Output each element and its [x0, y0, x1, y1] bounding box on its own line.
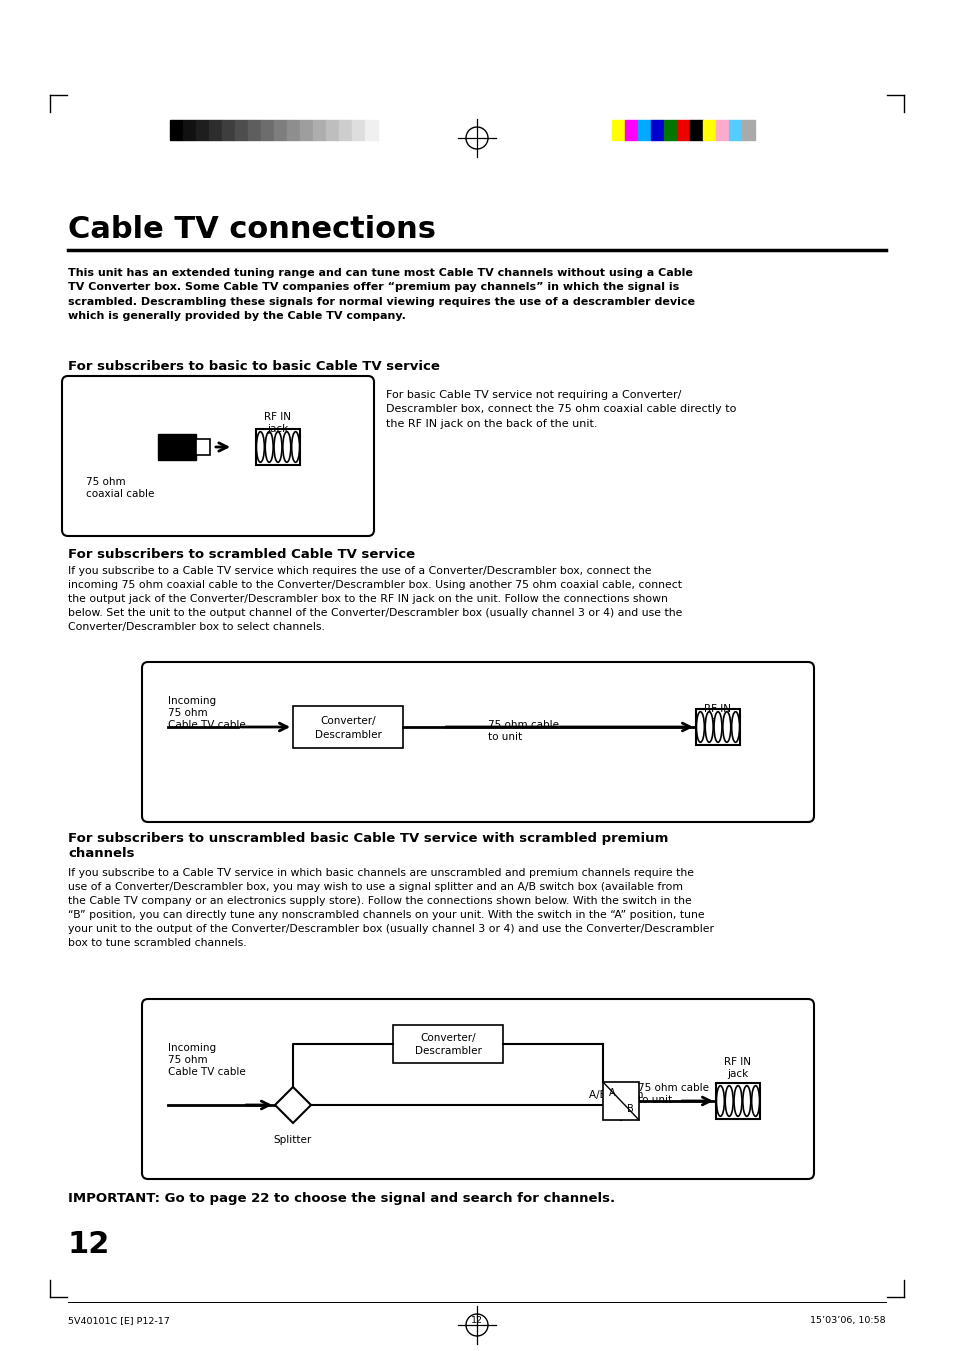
Bar — [677, 120, 689, 141]
Bar — [650, 120, 663, 141]
Ellipse shape — [274, 432, 282, 462]
Ellipse shape — [742, 1086, 750, 1116]
Text: 75 ohm: 75 ohm — [168, 708, 208, 717]
Bar — [170, 120, 183, 141]
Bar — [716, 1084, 760, 1119]
Text: A/B switch: A/B switch — [588, 1090, 642, 1100]
Bar — [352, 120, 365, 141]
Ellipse shape — [713, 712, 721, 742]
Ellipse shape — [722, 712, 730, 742]
Text: For subscribers to basic to basic Cable TV service: For subscribers to basic to basic Cable … — [68, 359, 439, 373]
Text: Cable TV connections: Cable TV connections — [68, 215, 436, 245]
Text: If you subscribe to a Cable TV service in which basic channels are unscrambled a: If you subscribe to a Cable TV service i… — [68, 867, 713, 948]
Bar — [602, 1082, 639, 1120]
Bar — [222, 120, 234, 141]
Bar — [195, 439, 210, 455]
Ellipse shape — [256, 432, 264, 462]
Text: jack: jack — [706, 716, 728, 725]
Text: 5V40101C [E] P12-17: 5V40101C [E] P12-17 — [68, 1316, 170, 1325]
Text: For subscribers to unscrambled basic Cable TV service with scrambled premium
cha: For subscribers to unscrambled basic Cab… — [68, 832, 668, 861]
Bar — [234, 120, 248, 141]
Text: For subscribers to scrambled Cable TV service: For subscribers to scrambled Cable TV se… — [68, 549, 415, 561]
Text: to unit: to unit — [638, 1096, 672, 1105]
Text: Cable TV cable: Cable TV cable — [168, 720, 246, 730]
Ellipse shape — [751, 1086, 759, 1116]
Text: Cable TV cable: Cable TV cable — [168, 1067, 246, 1077]
FancyBboxPatch shape — [142, 662, 813, 821]
Text: If you subscribe to a Cable TV service which requires the use of a Converter/Des: If you subscribe to a Cable TV service w… — [68, 566, 681, 632]
Text: Splitter: Splitter — [274, 1135, 312, 1146]
FancyBboxPatch shape — [62, 376, 374, 536]
Bar — [293, 707, 402, 748]
Bar — [209, 120, 222, 141]
Bar — [299, 120, 313, 141]
Bar — [716, 120, 728, 141]
Bar — [638, 120, 650, 141]
Ellipse shape — [733, 1086, 741, 1116]
Bar — [365, 120, 377, 141]
Text: This unit has an extended tuning range and can tune most Cable TV channels witho: This unit has an extended tuning range a… — [68, 267, 695, 322]
Bar — [274, 120, 287, 141]
Ellipse shape — [731, 712, 739, 742]
Ellipse shape — [292, 432, 299, 462]
Bar — [326, 120, 338, 141]
Text: 75 ohm cable: 75 ohm cable — [638, 1084, 708, 1093]
Text: 75 ohm: 75 ohm — [168, 1055, 208, 1065]
Text: jack: jack — [267, 424, 289, 434]
Bar — [313, 120, 326, 141]
Text: Incoming: Incoming — [168, 696, 216, 707]
Text: 75 ohm cable: 75 ohm cable — [488, 720, 558, 730]
Bar — [702, 120, 716, 141]
Text: 12: 12 — [68, 1229, 111, 1259]
Bar — [728, 120, 741, 141]
Bar — [741, 120, 754, 141]
Bar — [696, 709, 740, 744]
Bar — [261, 120, 274, 141]
Text: For basic Cable TV service not requiring a Converter/
Descrambler box, connect t: For basic Cable TV service not requiring… — [386, 390, 736, 428]
Polygon shape — [274, 1088, 311, 1123]
Bar — [624, 120, 638, 141]
Text: 15’03’06, 10:58: 15’03’06, 10:58 — [809, 1316, 885, 1325]
Text: Descrambler: Descrambler — [314, 730, 381, 740]
Text: Descrambler: Descrambler — [415, 1046, 481, 1056]
Text: RF IN: RF IN — [703, 704, 731, 713]
Text: jack: jack — [726, 1069, 748, 1079]
Text: to unit: to unit — [488, 732, 521, 742]
Bar — [287, 120, 299, 141]
Bar — [663, 120, 677, 141]
Text: Converter/: Converter/ — [320, 716, 375, 725]
Text: coaxial cable: coaxial cable — [86, 489, 154, 499]
Text: RF IN: RF IN — [723, 1056, 751, 1067]
Text: 75 ohm: 75 ohm — [86, 477, 126, 486]
Bar — [183, 120, 195, 141]
Bar — [338, 120, 352, 141]
Ellipse shape — [696, 712, 703, 742]
Bar — [158, 434, 195, 459]
Text: Converter/: Converter/ — [419, 1034, 476, 1043]
FancyBboxPatch shape — [142, 998, 813, 1179]
Ellipse shape — [265, 432, 273, 462]
Text: Incoming: Incoming — [168, 1043, 216, 1052]
Bar — [255, 430, 299, 465]
Text: 12: 12 — [471, 1316, 482, 1325]
Text: RF IN: RF IN — [264, 412, 292, 422]
Bar — [689, 120, 702, 141]
Text: A: A — [608, 1088, 615, 1097]
Ellipse shape — [724, 1086, 733, 1116]
Ellipse shape — [704, 712, 713, 742]
Text: B: B — [626, 1104, 633, 1115]
Bar — [393, 1025, 502, 1063]
Ellipse shape — [282, 432, 291, 462]
Bar — [612, 120, 624, 141]
Ellipse shape — [716, 1086, 723, 1116]
Bar — [195, 120, 209, 141]
Bar — [248, 120, 261, 141]
Text: IMPORTANT: Go to page 22 to choose the signal and search for channels.: IMPORTANT: Go to page 22 to choose the s… — [68, 1192, 615, 1205]
